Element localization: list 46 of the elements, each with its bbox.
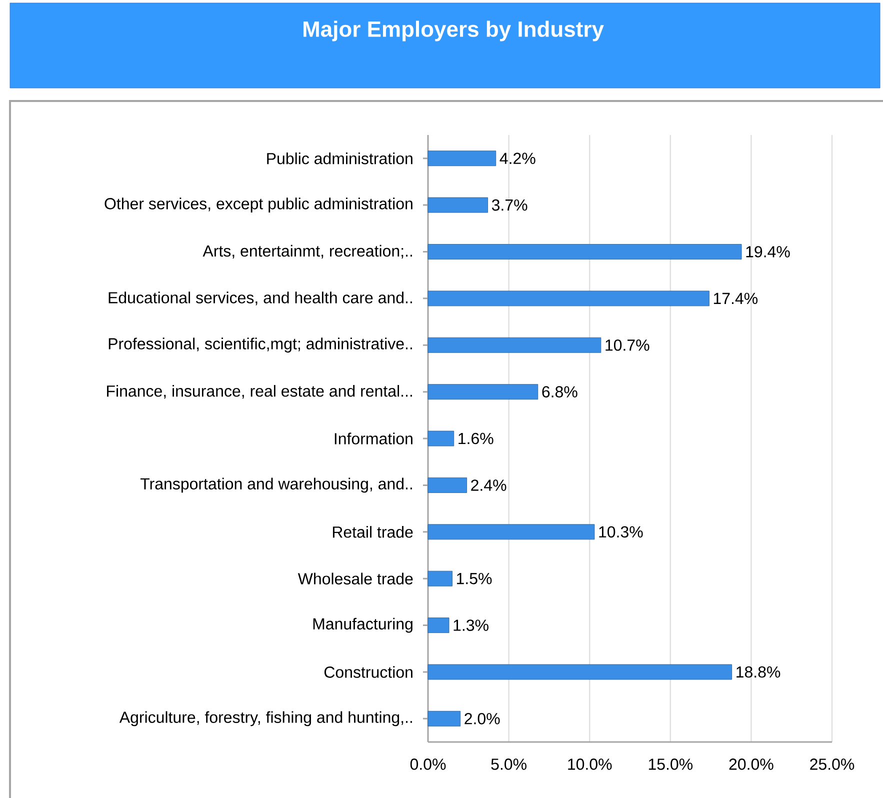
- data-label: 10.3%: [599, 526, 643, 538]
- bar: [428, 384, 538, 400]
- y-tick-label: Transportation and warehousing, and..: [140, 478, 412, 493]
- y-tick-label: Educational services, and health care and..: [108, 292, 412, 306]
- bar: [428, 478, 467, 493]
- y-tick-label: Agriculture, forestry, fishing and hunting,..: [119, 711, 412, 726]
- data-label: 1.6%: [458, 432, 494, 444]
- bar: [428, 244, 742, 260]
- y-tick-label: Construction: [324, 666, 412, 678]
- y-tick-label: Other services, except public administration: [104, 198, 412, 213]
- y-tick-label: Arts, entertainmt, recreation;..: [202, 244, 412, 259]
- data-label: 6.8%: [542, 386, 578, 398]
- data-label: 19.4%: [746, 246, 790, 258]
- bar: [428, 618, 450, 633]
- data-label: 2.0%: [464, 713, 500, 724]
- x-tick-label: 0.0%: [410, 758, 446, 770]
- y-tick-label: Professional, scientific,mgt; administrative..: [108, 338, 412, 353]
- bar: [428, 524, 595, 540]
- bar: [428, 570, 452, 586]
- bar: [428, 710, 461, 726]
- data-label: 17.4%: [714, 292, 758, 304]
- data-label: 1.3%: [454, 620, 488, 631]
- data-label: 3.7%: [492, 199, 528, 211]
- x-tick-label: 10.0%: [568, 758, 612, 770]
- x-tick-label: 25.0%: [810, 758, 854, 770]
- y-tick-label: Public administration: [267, 152, 412, 164]
- data-label: 18.8%: [736, 666, 780, 678]
- y-tick-label: Retail trade: [332, 526, 413, 538]
- bar: [428, 197, 488, 213]
- x-tick-label: 20.0%: [729, 758, 774, 770]
- bar: [428, 664, 732, 680]
- x-tick-label: 15.0%: [648, 758, 693, 770]
- data-label: 1.5%: [457, 572, 492, 584]
- bar: [428, 290, 710, 306]
- y-tick-label: Finance, insurance, real estate and rental...: [107, 385, 412, 399]
- bar: [428, 337, 602, 353]
- chart-title: Major Employers by Industry: [303, 20, 604, 42]
- y-tick-label: Wholesale trade: [298, 572, 413, 584]
- y-tick-label: Manufacturing: [313, 618, 412, 633]
- x-tick-label: 5.0%: [491, 758, 526, 770]
- bar: [428, 430, 454, 446]
- data-label: 10.7%: [606, 339, 650, 351]
- data-label: 4.2%: [500, 152, 536, 164]
- bar: [428, 150, 496, 166]
- data-label: 2.4%: [471, 480, 506, 491]
- y-tick-label: Information: [334, 432, 412, 444]
